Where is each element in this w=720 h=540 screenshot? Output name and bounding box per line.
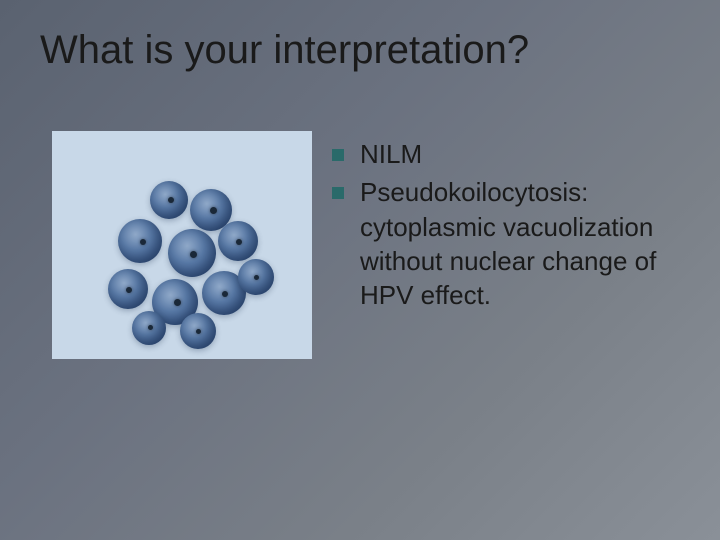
nucleus bbox=[148, 325, 153, 330]
nucleus bbox=[168, 197, 174, 203]
cell bbox=[118, 219, 162, 263]
micrograph-illustration bbox=[52, 131, 312, 359]
cytology-image bbox=[52, 131, 312, 359]
nucleus bbox=[196, 329, 201, 334]
cell-cluster bbox=[90, 171, 275, 336]
slide-title: What is your interpretation? bbox=[0, 0, 720, 73]
nucleus bbox=[174, 299, 181, 306]
nucleus bbox=[222, 291, 228, 297]
nucleus bbox=[190, 251, 197, 258]
list-item: NILM bbox=[332, 137, 680, 171]
cell bbox=[168, 229, 216, 277]
cell bbox=[108, 269, 148, 309]
square-bullet-icon bbox=[332, 187, 344, 199]
bullet-text: Pseudokoilocytosis: cytoplasmic vacuoliz… bbox=[360, 175, 680, 312]
cell bbox=[132, 311, 166, 345]
list-item: Pseudokoilocytosis: cytoplasmic vacuoliz… bbox=[332, 175, 680, 312]
nucleus bbox=[236, 239, 242, 245]
slide-content: NILM Pseudokoilocytosis: cytoplasmic vac… bbox=[0, 131, 720, 359]
cell bbox=[238, 259, 274, 295]
nucleus bbox=[210, 207, 217, 214]
cell bbox=[180, 313, 216, 349]
bullet-list: NILM Pseudokoilocytosis: cytoplasmic vac… bbox=[332, 131, 720, 359]
nucleus bbox=[254, 275, 259, 280]
square-bullet-icon bbox=[332, 149, 344, 161]
nucleus bbox=[140, 239, 146, 245]
cell bbox=[218, 221, 258, 261]
cell bbox=[150, 181, 188, 219]
bullet-text: NILM bbox=[360, 137, 422, 171]
nucleus bbox=[126, 287, 132, 293]
slide: What is your interpretation? NILM Pseudo… bbox=[0, 0, 720, 540]
